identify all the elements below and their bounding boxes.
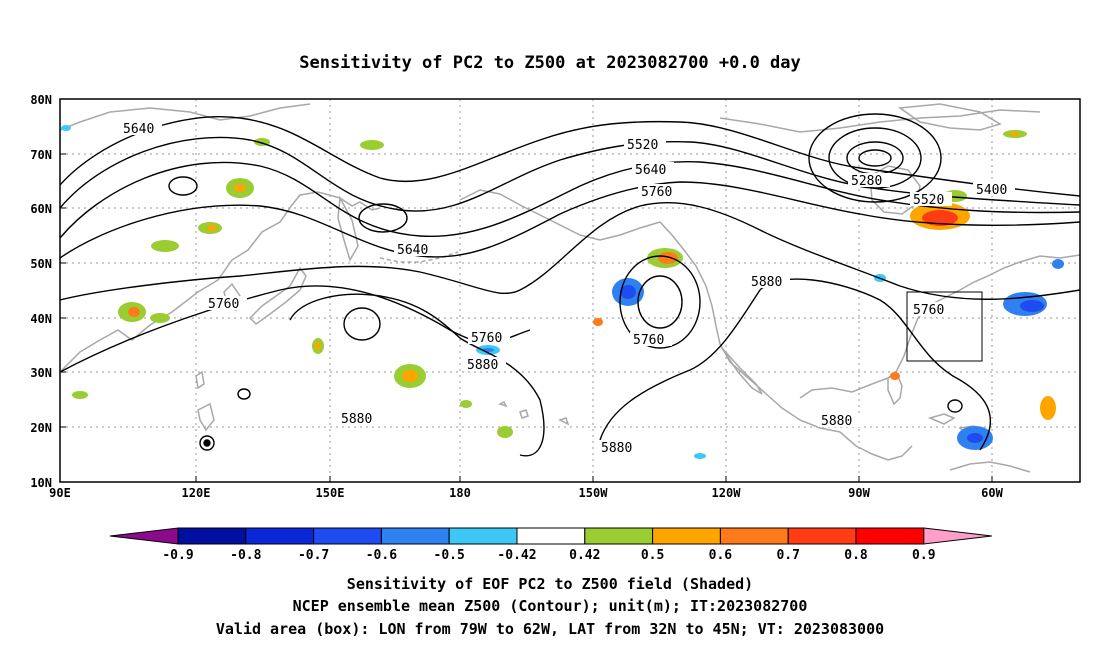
contour-label: 5880 [601, 441, 632, 456]
lon-label: 180 [449, 486, 471, 500]
contour-label: 5880 [751, 275, 782, 290]
map-frame [59, 98, 1081, 483]
lon-label: 120W [712, 486, 742, 500]
contour-label: 5640 [397, 243, 428, 258]
lat-label: 80N [30, 93, 52, 107]
colorbar-tick-label: 0.6 [709, 548, 733, 563]
lat-label: 40N [30, 312, 52, 326]
contour-label: 5280 [851, 174, 882, 189]
contour-label: 5640 [123, 122, 154, 137]
colorbar-segment [380, 527, 450, 545]
contour-label: 5760 [913, 303, 944, 318]
contour-label: 5760 [641, 185, 672, 200]
colorbar-tick-label: -0.7 [298, 548, 329, 563]
map-panel: 5640 5520 5640 5760 5280 5520 5400 5640 … [30, 93, 1081, 500]
lat-label: 20N [30, 421, 52, 435]
tick-marks [60, 98, 993, 482]
colorbar-segment [855, 527, 925, 545]
colorbar-ticks: -0.9 -0.8 -0.7 -0.6 -0.5 -0.42 0.42 0.5 0.6 0.7 0.… [162, 548, 935, 563]
lat-label: 50N [30, 257, 52, 271]
colorbar-tick-label: -0.9 [162, 548, 193, 563]
contour-label: 5880 [341, 412, 372, 427]
colorbar-tick-label: -0.42 [497, 548, 536, 563]
contour-label: 5640 [635, 163, 666, 178]
colorbar-segment [516, 527, 586, 545]
colorbar-segment [652, 527, 721, 545]
colorbar [109, 527, 992, 545]
lon-label: 120E [182, 486, 211, 500]
caption-line-2: NCEP ensemble mean Z500 (Contour); unit(… [293, 597, 808, 615]
lat-label: 70N [30, 148, 52, 162]
contour-labels: 5640 5520 5640 5760 5280 5520 5400 5640 … [120, 121, 1015, 456]
colorbar-tick-label: -0.5 [434, 548, 465, 563]
lon-label: 90W [848, 486, 870, 500]
lon-label: 90E [49, 486, 71, 500]
colorbar-tick-label: 0.7 [776, 548, 799, 563]
colorbar-tick-label: 0.42 [569, 548, 600, 563]
caption-line-1: Sensitivity of EOF PC2 to Z500 field (Sh… [347, 575, 753, 593]
longitude-labels: 90E 120E 150E 180 150W 120W 90W 60W [49, 486, 1003, 500]
contour-label: 5760 [471, 331, 502, 346]
contour-label: 5880 [467, 358, 498, 373]
colorbar-tick-label: 0.5 [641, 548, 664, 563]
colorbar-tick-label: -0.6 [366, 548, 397, 563]
lon-label: 150E [316, 486, 345, 500]
colorbar-tick-label: 0.8 [844, 548, 868, 563]
colorbar-tick-label: -0.8 [230, 548, 261, 563]
colorbar-segment [245, 527, 315, 545]
contour-label: 5760 [208, 297, 239, 312]
colorbar-segment [719, 527, 789, 545]
colorbar-triangle-left [109, 527, 179, 545]
valid-area-box [906, 291, 983, 362]
lon-label: 60W [981, 486, 1003, 500]
contour-label: 5400 [976, 183, 1007, 198]
colorbar-tick-label: 0.9 [912, 548, 935, 563]
contour-label: 5520 [627, 138, 658, 153]
caption-line-3: Valid area (box): LON from 79W to 62W, L… [216, 620, 884, 638]
captions: Sensitivity of EOF PC2 to Z500 field (Sh… [216, 575, 884, 638]
map-title: Sensitivity of PC2 to Z500 at 2023082700… [299, 53, 801, 73]
colorbar-segment [448, 527, 518, 545]
contour-label: 5760 [633, 333, 664, 348]
colorbar-segment [787, 527, 857, 545]
lat-label: 60N [30, 202, 52, 216]
lon-label: 150W [579, 486, 609, 500]
colorbar-segment [584, 527, 654, 545]
colorbar-segment [313, 527, 382, 545]
contour-label: 5520 [913, 193, 944, 208]
lat-label: 30N [30, 366, 52, 380]
latitude-labels: 80N 70N 60N 50N 40N 30N 20N 10N [30, 93, 52, 490]
colorbar-segment [177, 527, 247, 545]
contour-label: 5880 [821, 414, 852, 429]
lat-label: 10N [30, 476, 52, 490]
colorbar-triangle-right [923, 527, 992, 545]
